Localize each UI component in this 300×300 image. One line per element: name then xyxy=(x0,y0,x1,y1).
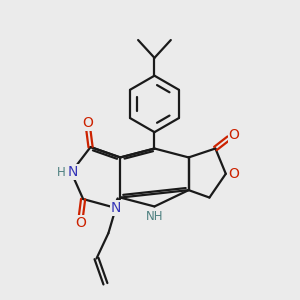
Text: O: O xyxy=(75,216,86,230)
Text: NH: NH xyxy=(146,210,164,224)
Text: O: O xyxy=(229,128,240,142)
Text: O: O xyxy=(83,116,94,130)
Text: N: N xyxy=(111,201,121,215)
Text: H: H xyxy=(57,166,66,179)
Text: O: O xyxy=(229,167,240,181)
Text: N: N xyxy=(68,165,78,179)
